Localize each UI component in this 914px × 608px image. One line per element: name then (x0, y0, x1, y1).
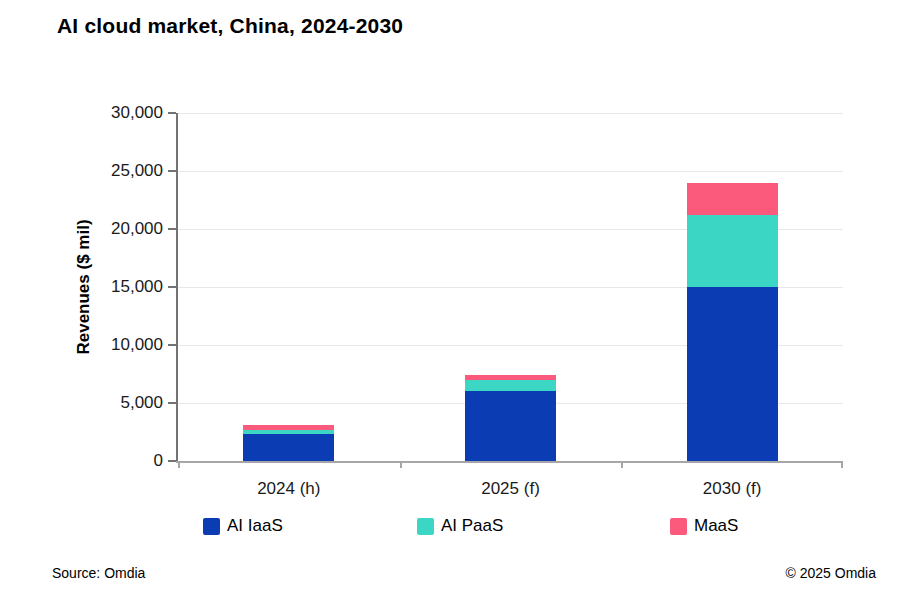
bar-segment-maas-2024(h) (243, 425, 334, 430)
y-tick-30000 (168, 112, 176, 114)
x-tick-2 (621, 461, 623, 468)
y-tick-label-25000: 25,000 (0, 161, 163, 181)
gridline-25000 (178, 171, 843, 172)
x-tick-1 (400, 461, 402, 468)
x-tick-3 (841, 461, 843, 468)
x-category-label-2025(f): 2025 (f) (481, 479, 540, 499)
bar-segment-ai-iaas-2024(h) (243, 434, 334, 461)
chart-canvas: AI cloud market, China, 2024-2030 Revenu… (0, 0, 914, 608)
gridline-30000 (178, 113, 843, 114)
bar-segment-ai-paas-2025(f) (465, 380, 556, 392)
chart-title: AI cloud market, China, 2024-2030 (57, 14, 403, 38)
y-tick-25000 (168, 170, 176, 172)
bar-segment-maas-2030(f) (687, 183, 778, 215)
y-tick-15000 (168, 286, 176, 288)
x-tick-0 (178, 461, 180, 468)
bar-segment-maas-2025(f) (465, 375, 556, 380)
y-tick-label-10000: 10,000 (0, 335, 163, 355)
plot-area: 05,00010,00015,00020,00025,00030,0002024… (178, 113, 843, 461)
legend-swatch-ai-iaas (203, 518, 220, 535)
y-tick-20000 (168, 228, 176, 230)
y-tick-5000 (168, 402, 176, 404)
x-category-label-2024(h): 2024 (h) (257, 479, 320, 499)
x-category-label-2030(f): 2030 (f) (703, 479, 762, 499)
legend-item-ai-paas: AI PaaS (417, 516, 503, 536)
y-tick-label-15000: 15,000 (0, 277, 163, 297)
legend-label-maas: MaaS (694, 516, 738, 536)
legend-swatch-ai-paas (417, 518, 434, 535)
source-attribution: Source: Omdia (52, 565, 145, 581)
bar-segment-ai-paas-2024(h) (243, 430, 334, 435)
copyright-notice: © 2025 Omdia (786, 565, 876, 581)
y-tick-0 (168, 460, 176, 462)
legend-label-ai-iaas: AI IaaS (227, 516, 283, 536)
legend-item-ai-iaas: AI IaaS (203, 516, 283, 536)
x-axis-line (176, 461, 843, 463)
legend-swatch-maas (670, 518, 687, 535)
y-tick-label-30000: 30,000 (0, 103, 163, 123)
bar-segment-ai-iaas-2030(f) (687, 287, 778, 461)
legend-label-ai-paas: AI PaaS (441, 516, 503, 536)
y-tick-label-5000: 5,000 (0, 393, 163, 413)
y-tick-10000 (168, 344, 176, 346)
bar-segment-ai-iaas-2025(f) (465, 391, 556, 461)
bar-segment-ai-paas-2030(f) (687, 215, 778, 287)
legend-item-maas: MaaS (670, 516, 738, 536)
y-tick-label-0: 0 (0, 451, 163, 471)
y-tick-label-20000: 20,000 (0, 219, 163, 239)
